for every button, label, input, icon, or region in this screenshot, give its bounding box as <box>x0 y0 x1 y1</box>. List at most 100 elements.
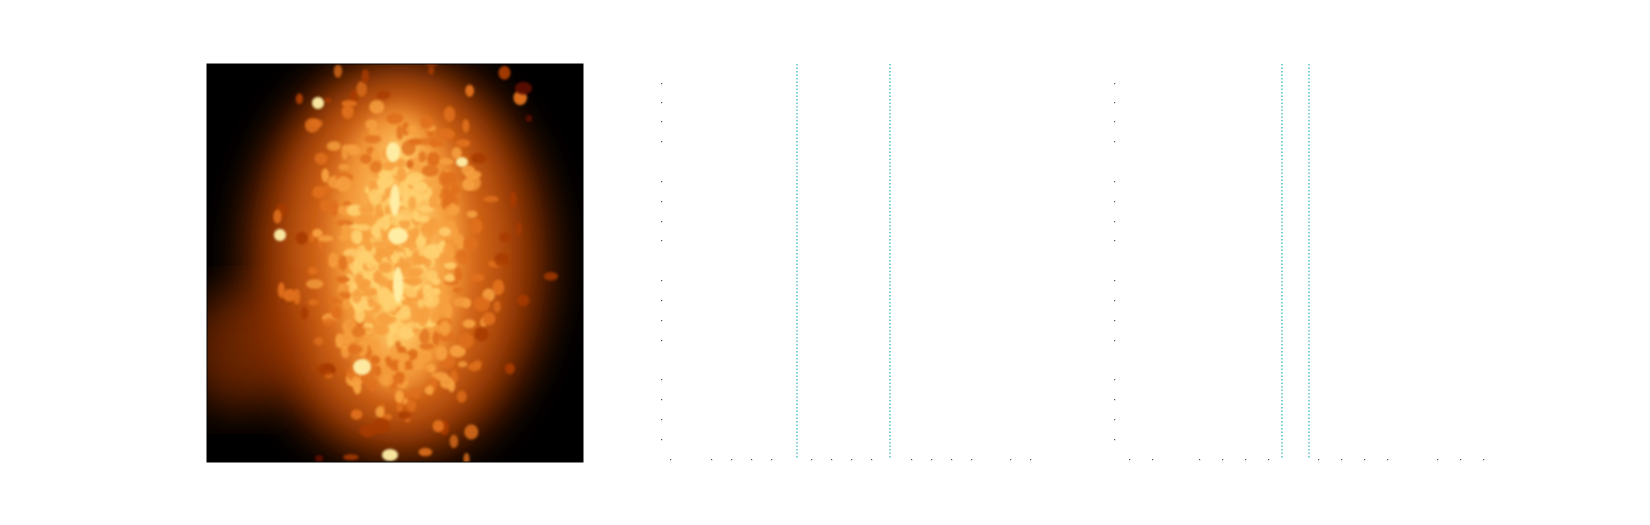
clump <box>366 376 378 392</box>
y-tick <box>661 102 663 104</box>
clump <box>399 305 411 318</box>
clump <box>363 287 378 297</box>
x-tick <box>771 459 773 461</box>
clump <box>369 100 385 114</box>
clump <box>350 90 358 102</box>
clump <box>300 306 308 320</box>
clump <box>335 276 350 283</box>
x-tick <box>1318 459 1320 461</box>
y-tick <box>1114 399 1116 401</box>
clump <box>333 64 343 78</box>
clump <box>370 355 381 365</box>
clump <box>417 306 431 322</box>
clump <box>338 291 350 299</box>
clump <box>373 269 383 284</box>
clump <box>424 387 431 394</box>
clump <box>342 224 348 241</box>
clump <box>449 434 459 448</box>
clump <box>469 218 483 234</box>
clump <box>372 241 387 248</box>
y-tick <box>661 280 663 282</box>
clump <box>425 64 438 67</box>
clump <box>435 345 448 361</box>
clump <box>308 299 319 306</box>
clump <box>328 252 339 268</box>
clump <box>324 97 332 104</box>
clump <box>341 100 358 107</box>
clump <box>379 373 394 387</box>
y-tick <box>1114 379 1116 381</box>
clump <box>412 327 422 334</box>
clump <box>410 388 421 399</box>
clump <box>444 273 456 283</box>
clump <box>493 300 501 313</box>
clump <box>346 204 363 217</box>
clump <box>360 153 372 164</box>
clump <box>359 424 377 437</box>
clump <box>422 293 440 308</box>
clump <box>360 374 367 382</box>
clump <box>398 257 406 267</box>
clump <box>385 112 404 125</box>
clump <box>461 165 475 176</box>
clump <box>336 219 354 227</box>
image-frame <box>206 63 584 463</box>
clump <box>465 84 474 97</box>
clump <box>441 173 458 187</box>
clump <box>326 141 341 151</box>
clump <box>364 134 382 144</box>
clump <box>418 447 433 457</box>
y-tick <box>1114 141 1116 143</box>
clump <box>439 158 454 165</box>
clump <box>417 137 435 146</box>
clump <box>353 381 362 395</box>
clump <box>452 286 463 294</box>
clump <box>448 380 456 393</box>
clump <box>351 326 366 338</box>
clump <box>454 267 463 282</box>
clump <box>394 370 405 385</box>
clump <box>316 364 335 376</box>
x-tick <box>1030 459 1032 461</box>
x-tick <box>1222 459 1224 461</box>
bright-knot <box>388 228 408 244</box>
clump <box>328 296 339 305</box>
y-tick <box>1114 280 1116 282</box>
x-tick <box>1364 459 1366 461</box>
clump <box>307 267 318 275</box>
clump <box>469 273 485 282</box>
clump <box>415 236 426 248</box>
y-tick <box>1114 221 1116 223</box>
clump <box>371 340 380 351</box>
clump <box>356 81 368 97</box>
clump <box>338 255 347 271</box>
clump <box>386 296 398 313</box>
clump <box>406 399 417 412</box>
y-tick <box>1114 340 1116 342</box>
clump <box>456 390 467 403</box>
y-tick <box>1114 419 1116 421</box>
clump <box>396 403 403 413</box>
clump <box>482 312 496 326</box>
clump <box>350 409 363 420</box>
y-tick <box>661 83 663 85</box>
clump <box>432 420 444 433</box>
galaxy-image <box>206 63 584 463</box>
x-tick <box>1199 459 1201 461</box>
clump <box>406 159 414 169</box>
clump <box>368 189 383 205</box>
clump <box>443 261 457 270</box>
clump <box>368 128 379 136</box>
clump <box>525 114 533 123</box>
clump <box>372 417 390 434</box>
clump <box>354 273 364 282</box>
clump <box>408 267 424 277</box>
clump <box>295 93 303 105</box>
clump <box>356 244 367 258</box>
x-tick <box>811 459 813 461</box>
clump <box>462 119 470 133</box>
clump <box>516 294 530 307</box>
clump <box>335 333 344 349</box>
y-tick <box>661 201 663 203</box>
